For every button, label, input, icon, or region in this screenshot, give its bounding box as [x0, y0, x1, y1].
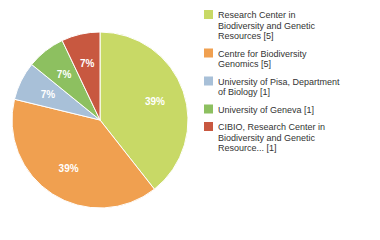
slices [12, 32, 188, 208]
legend-label: University of Pisa, Departmentof Biology… [218, 77, 340, 98]
slice-labels: 39%39%7%7%7% [41, 58, 165, 175]
chart-container: 39%39%7%7%7%Research Center inBiodiversi… [0, 0, 380, 240]
legend-swatch [204, 122, 213, 131]
data-label: 39% [59, 163, 79, 174]
data-label: 7% [57, 69, 72, 80]
legend-label: Research Center inBiodiversity and Genet… [218, 10, 316, 41]
data-label: 39% [145, 96, 165, 107]
legend-label: Centre for BiodiversityGenomics [5] [218, 49, 307, 70]
legend-swatch [204, 105, 213, 114]
legend-label: CIBIO, Research Center inBiodiversity an… [218, 122, 325, 153]
data-label: 7% [80, 58, 95, 69]
legend-label: University of Geneva [1] [218, 105, 314, 115]
legend-swatch [204, 10, 213, 19]
legend: Research Center inBiodiversity and Genet… [204, 10, 340, 153]
pie-chart: 39%39%7%7%7%Research Center inBiodiversi… [0, 0, 380, 240]
data-label: 7% [41, 89, 56, 100]
legend-swatch [204, 49, 213, 58]
legend-swatch [204, 77, 213, 86]
